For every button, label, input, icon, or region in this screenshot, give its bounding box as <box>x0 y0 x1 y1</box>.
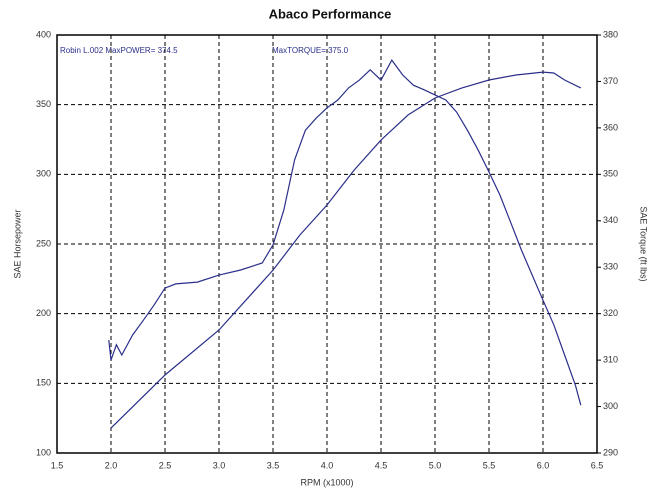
y-tick-label: 150 <box>36 378 51 388</box>
x-tick-label: 5.5 <box>483 460 496 470</box>
x-tick-label: 3.0 <box>213 460 226 470</box>
y2-tick-label: 380 <box>603 29 618 39</box>
y-tick-label: 350 <box>36 99 51 109</box>
x-axis-title: RPM (x1000) <box>300 477 353 487</box>
x-tick-label: 1.5 <box>51 460 64 470</box>
series-line <box>108 58 582 406</box>
x-tick-label: 6.0 <box>537 460 550 470</box>
y-tick-label: 400 <box>36 29 51 39</box>
x-tick-label: 2.0 <box>105 460 118 470</box>
annotation: Robin L.002 MaxPOWER= 374.5 <box>60 46 178 55</box>
chart-title: Abaco Performance <box>269 6 392 21</box>
y2-tick-label: 300 <box>603 401 618 411</box>
x-tick-label: 4.5 <box>375 460 388 470</box>
y-tick-label: 200 <box>36 308 51 318</box>
y2-tick-label: 310 <box>603 354 618 364</box>
y2-tick-label: 290 <box>603 447 618 457</box>
y-tick-label: 250 <box>36 238 51 248</box>
y-tick-label: 100 <box>36 447 51 457</box>
y-tick-label: 300 <box>36 169 51 179</box>
y-axis-title: SAE Horsepower <box>12 209 22 278</box>
x-tick-label: 4.0 <box>321 460 334 470</box>
y2-tick-label: 360 <box>603 122 618 132</box>
y2-tick-label: 320 <box>603 308 618 318</box>
y2-tick-label: 330 <box>603 262 618 272</box>
x-tick-label: 3.5 <box>267 460 280 470</box>
x-tick-label: 2.5 <box>159 460 172 470</box>
series-line <box>110 71 582 429</box>
x-tick-label: 6.5 <box>591 460 604 470</box>
x-tick-label: 5.0 <box>429 460 442 470</box>
y2-axis-title: SAE Torque (ft lbs) <box>639 206 649 281</box>
annotation: MaxTORQUE= 375.0 <box>272 46 349 55</box>
y2-tick-label: 340 <box>603 215 618 225</box>
y2-tick-label: 370 <box>603 76 618 86</box>
y2-tick-label: 350 <box>603 169 618 179</box>
